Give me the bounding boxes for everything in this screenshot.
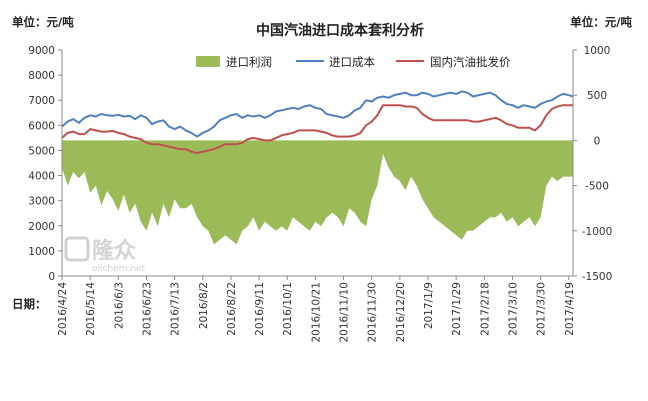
legend-label-profit: 进口利润 — [226, 55, 272, 69]
watermark-site: oilchem.net — [92, 264, 146, 274]
x-tick-label: 2016/6/23 — [141, 282, 153, 336]
legend: 进口利润 进口成本 国内汽油批发价 — [196, 55, 511, 69]
left-tick-label: 0 — [48, 271, 55, 283]
left-tick-label: 3000 — [28, 196, 55, 208]
left-tick-label: 7000 — [28, 95, 55, 107]
x-tick-label: 2016/12/20 — [395, 282, 407, 343]
legend-label-cost: 进口成本 — [329, 55, 375, 69]
left-tick-label: 9000 — [28, 45, 55, 57]
right-tick-label: 500 — [587, 90, 607, 102]
x-tick-label: 2016/10/21 — [310, 282, 322, 343]
left-tick-label: 6000 — [28, 120, 55, 132]
series-line-cost — [61, 90, 574, 138]
x-tick-label: 2017/1/9 — [423, 282, 435, 329]
x-tick-label: 2016/11/30 — [367, 282, 379, 343]
x-tick-label: 2016/7/13 — [170, 282, 182, 336]
x-tick-label: 2017/2/18 — [479, 282, 491, 336]
x-tick-label: 2016/8/2 — [198, 282, 210, 329]
x-tick-label: 2016/11/10 — [339, 282, 351, 343]
right-tick-label: 1000 — [584, 45, 611, 57]
watermark-logo: 隆众 oilchem.net — [64, 236, 146, 274]
plot-area: 0100020003000400050006000700080009000-15… — [28, 45, 612, 343]
series-area-profit — [62, 140, 573, 245]
right-tick-label: -1000 — [582, 226, 613, 238]
left-tick-label: 5000 — [28, 145, 55, 157]
right-tick-label: 0 — [594, 135, 601, 147]
x-tick-label: 2016/5/14 — [85, 282, 97, 336]
right-tick-label: -1500 — [582, 271, 613, 283]
x-tick-label: 2017/4/19 — [564, 282, 576, 336]
left-tick-label: 4000 — [28, 171, 55, 183]
x-tick-label: 2017/1/29 — [451, 282, 463, 336]
x-tick-label: 2016/9/11 — [254, 282, 266, 336]
x-tick-label: 2017/3/30 — [536, 282, 548, 336]
legend-label-price: 国内汽油批发价 — [430, 55, 511, 69]
left-tick-label: 2000 — [28, 221, 55, 233]
x-axis-label: 日期： — [12, 297, 47, 311]
chart-title: 中国汽油进口成本套利分析 — [256, 22, 424, 39]
legend-swatch-profit — [196, 56, 220, 67]
x-tick-label: 2016/10/1 — [282, 282, 294, 336]
left-axis-unit: 单位：元/吨 — [12, 15, 74, 29]
x-tick-label: 2016/4/24 — [57, 282, 69, 336]
watermark-brand: 隆众 — [92, 239, 136, 264]
right-tick-label: -500 — [585, 181, 609, 193]
left-tick-label: 8000 — [28, 70, 55, 82]
x-tick-label: 2016/8/22 — [226, 282, 238, 336]
series-line-price — [61, 104, 573, 154]
x-tick-label: 2016/6/3 — [113, 282, 125, 329]
right-axis-unit: 单位：元/吨 — [570, 15, 632, 29]
x-tick-label: 2017/3/10 — [507, 282, 519, 336]
left-tick-label: 1000 — [28, 246, 55, 258]
watermark-logo-icon — [64, 236, 90, 262]
